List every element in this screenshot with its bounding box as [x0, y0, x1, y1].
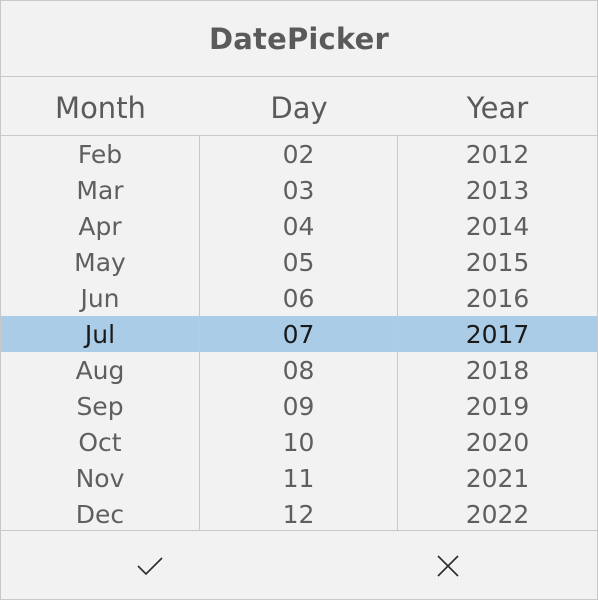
- column-divider: [199, 136, 200, 530]
- day-item[interactable]: 09: [282, 392, 315, 421]
- month-header: Month: [55, 91, 146, 125]
- month-item[interactable]: Mar: [76, 176, 124, 205]
- month-item[interactable]: Oct: [78, 428, 122, 457]
- year-column[interactable]: 2012 2013 2014 2015 2016 2017 2018 2019 …: [398, 136, 597, 530]
- day-item[interactable]: 12: [282, 500, 315, 529]
- day-column[interactable]: 02 03 04 05 06 07 08 09 10 11 12: [200, 136, 397, 530]
- close-icon: [437, 554, 459, 577]
- day-item[interactable]: 03: [282, 176, 315, 205]
- month-item[interactable]: Jun: [80, 284, 120, 313]
- day-item[interactable]: 06: [282, 284, 315, 313]
- day-item-selected[interactable]: 07: [282, 320, 315, 349]
- day-item[interactable]: 05: [282, 248, 315, 277]
- year-item-selected[interactable]: 2017: [465, 320, 530, 349]
- month-column[interactable]: Feb Mar Apr May Jun Jul Aug Sep Oct Nov …: [1, 136, 199, 530]
- year-item[interactable]: 2015: [465, 248, 530, 277]
- day-item[interactable]: 10: [282, 428, 315, 457]
- year-item[interactable]: 2019: [465, 392, 530, 421]
- month-item[interactable]: Apr: [78, 212, 122, 241]
- day-item[interactable]: 02: [282, 140, 315, 169]
- month-item-selected[interactable]: Jul: [84, 320, 116, 349]
- month-item[interactable]: Nov: [75, 464, 125, 493]
- year-item[interactable]: 2013: [465, 176, 530, 205]
- day-item[interactable]: 08: [282, 356, 315, 385]
- year-item[interactable]: 2020: [465, 428, 530, 457]
- month-item[interactable]: May: [74, 248, 126, 277]
- month-item[interactable]: Aug: [75, 356, 125, 385]
- picker-title: DatePicker: [208, 21, 390, 56]
- year-header: Year: [466, 91, 529, 125]
- title-bar: DatePicker: [1, 1, 597, 77]
- year-item[interactable]: 2014: [465, 212, 530, 241]
- accept-button[interactable]: [1, 531, 299, 600]
- year-item[interactable]: 2021: [465, 464, 530, 493]
- button-bar: [1, 530, 597, 600]
- day-item[interactable]: 04: [282, 212, 315, 241]
- checkmark-icon: [137, 556, 163, 575]
- cancel-button[interactable]: [299, 531, 597, 600]
- month-item[interactable]: Dec: [75, 500, 125, 529]
- month-item[interactable]: Feb: [77, 140, 123, 169]
- selection-highlight: [1, 316, 597, 352]
- year-item[interactable]: 2022: [465, 500, 530, 529]
- month-item[interactable]: Sep: [76, 392, 124, 421]
- picker-columns: Feb Mar Apr May Jun Jul Aug Sep Oct Nov …: [1, 136, 597, 530]
- column-divider: [397, 136, 398, 530]
- column-headers: Month Day Year: [1, 77, 597, 136]
- day-header: Day: [270, 91, 328, 125]
- day-item[interactable]: 11: [282, 464, 315, 493]
- year-item[interactable]: 2012: [465, 140, 530, 169]
- year-item[interactable]: 2016: [465, 284, 530, 313]
- year-item[interactable]: 2018: [465, 356, 530, 385]
